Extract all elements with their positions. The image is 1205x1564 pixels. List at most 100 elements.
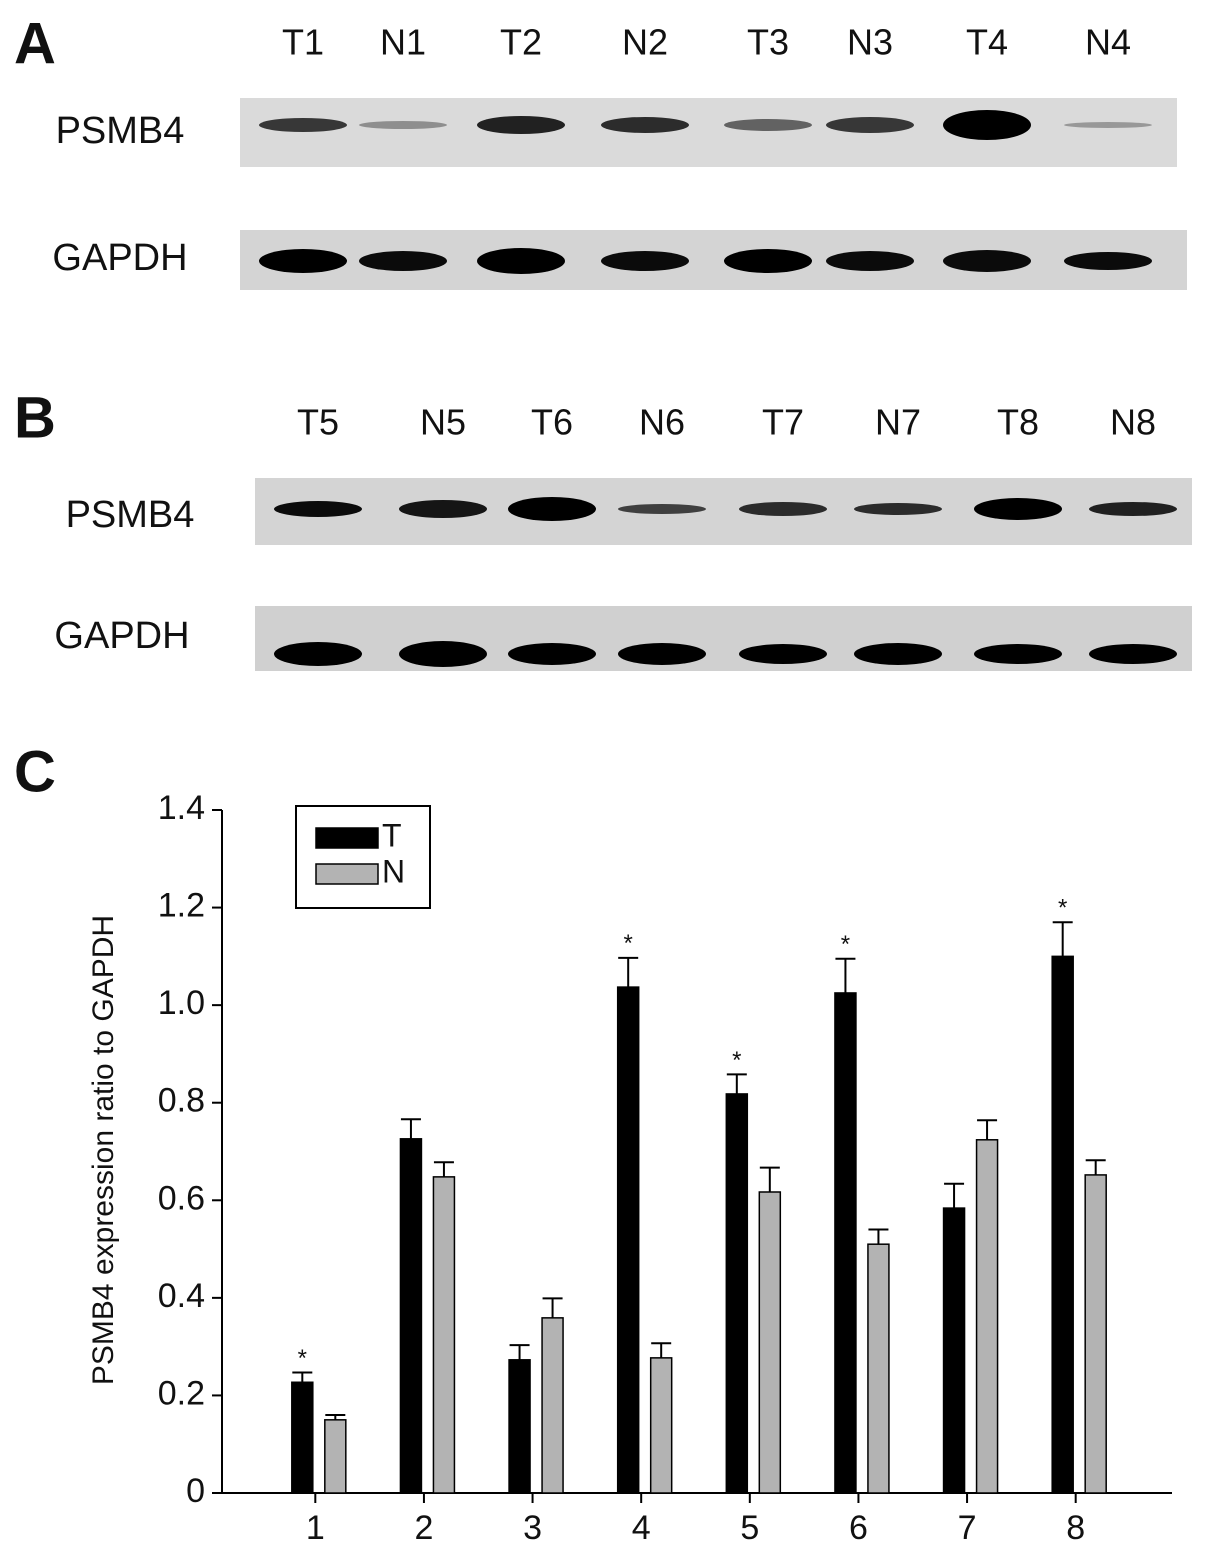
band [943, 250, 1031, 272]
y-tick-label: 1.0 [158, 984, 205, 1022]
x-tick-label: 5 [740, 1509, 759, 1547]
bar [508, 1359, 531, 1494]
significance: * [841, 931, 850, 958]
x-tick-label: 7 [958, 1509, 977, 1547]
lane-label: N8 [1110, 402, 1156, 443]
lane-label: T5 [297, 402, 339, 443]
bar [1084, 1174, 1107, 1494]
band [854, 643, 942, 665]
lane-label: N3 [847, 22, 893, 63]
bar [975, 1139, 999, 1494]
bar [291, 1381, 314, 1494]
bar [324, 1419, 347, 1494]
band [618, 504, 706, 514]
band [854, 503, 942, 515]
band [739, 502, 827, 516]
band [274, 501, 362, 517]
band [477, 248, 565, 274]
x-tick-label: 3 [523, 1509, 542, 1547]
significance: * [298, 1345, 307, 1372]
lane-label: T6 [531, 402, 573, 443]
x-tick-label: 6 [849, 1509, 868, 1547]
y-tick-label: 0.8 [158, 1082, 205, 1120]
lane-label: N5 [420, 402, 466, 443]
band [1089, 644, 1177, 664]
row-label: GAPDH [52, 237, 187, 279]
band [477, 116, 565, 134]
blot-strip [255, 606, 1192, 671]
y-tick-label: 1.4 [158, 789, 205, 827]
band [1064, 252, 1152, 270]
band [508, 497, 596, 521]
panel-label: A [14, 11, 56, 76]
lane-label: N1 [380, 22, 426, 63]
lane-label: T1 [282, 22, 324, 63]
legend-swatch [315, 827, 379, 849]
bar [758, 1191, 782, 1494]
band [259, 249, 347, 273]
lane-label: N6 [639, 402, 685, 443]
band [359, 251, 447, 271]
legend-label: T [382, 817, 402, 853]
lane-label: T7 [762, 402, 804, 443]
band [826, 251, 914, 271]
significance: * [624, 930, 633, 957]
band [399, 641, 487, 667]
band [508, 643, 596, 665]
y-tick-label: 0.6 [158, 1179, 205, 1217]
band [259, 118, 347, 132]
band [826, 117, 914, 133]
y-tick-label: 1.2 [158, 887, 205, 925]
row-label: PSMB4 [66, 494, 195, 536]
x-tick-label: 4 [632, 1509, 651, 1547]
x-tick-label: 2 [414, 1509, 433, 1547]
lane-label: N7 [875, 402, 921, 443]
band [724, 119, 812, 131]
bar [834, 992, 857, 1494]
lane-label: T8 [997, 402, 1039, 443]
x-tick-label: 8 [1066, 1509, 1085, 1547]
y-tick-label: 0 [186, 1472, 205, 1510]
bar [541, 1317, 564, 1494]
x-tick-label: 1 [306, 1509, 325, 1547]
legend [295, 805, 431, 909]
band [618, 643, 706, 665]
band [274, 642, 362, 666]
significance: * [1058, 895, 1067, 922]
lane-label: N4 [1085, 22, 1131, 63]
bar [942, 1207, 966, 1494]
legend-swatch [315, 863, 379, 885]
bar [616, 986, 640, 1494]
y-axis-label: PSMB4 expression ratio to GAPDH [87, 915, 120, 1385]
band [974, 644, 1062, 664]
lane-label: T2 [500, 22, 542, 63]
band [601, 251, 689, 271]
bar [725, 1093, 749, 1494]
row-label: GAPDH [54, 615, 189, 657]
lane-label: T3 [747, 22, 789, 63]
significance: * [732, 1047, 741, 1074]
bar [1051, 955, 1074, 1494]
bar [432, 1176, 456, 1494]
band [974, 498, 1062, 520]
band [943, 110, 1031, 140]
y-tick-label: 0.2 [158, 1374, 205, 1412]
band [739, 644, 827, 664]
panel-label: C [14, 739, 56, 804]
row-label: PSMB4 [56, 110, 185, 152]
blot-strip [240, 98, 1177, 167]
bar [867, 1243, 890, 1494]
band [399, 500, 487, 518]
band [359, 121, 447, 129]
panel-label: B [14, 385, 56, 450]
legend-label: N [382, 853, 405, 889]
bar [649, 1357, 673, 1494]
band [1064, 122, 1152, 128]
band [601, 117, 689, 133]
band [1089, 502, 1177, 516]
y-tick-label: 0.4 [158, 1277, 205, 1315]
lane-label: T4 [966, 22, 1008, 63]
bar [399, 1138, 423, 1494]
lane-label: N2 [622, 22, 668, 63]
